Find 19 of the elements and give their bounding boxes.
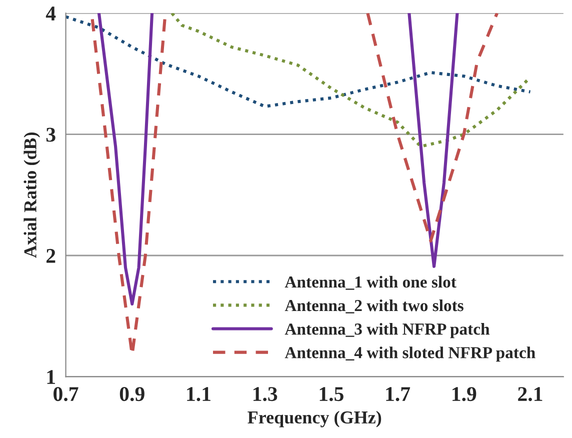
x-tick-label: 2.1 [518,387,542,402]
x-tick-label: 1.1 [187,387,210,402]
y-tick-label: 4 [46,6,56,20]
y-tick-label: 3 [46,128,56,142]
legend-label: Antenna_3 with NFRP patch [284,323,490,338]
x-tick-label: 1.9 [452,387,476,402]
x-axis-title: Frequency (GHz) [248,410,382,428]
x-tick-label: 1.5 [320,387,344,402]
legend-label: Antenna_1 with one slot [284,276,456,290]
y-tick-label: 2 [46,248,56,263]
line-series [66,15,532,108]
y-tick-label: 1 [47,370,55,384]
x-tick-label: 0.9 [120,387,144,402]
legend-label: Antenna_4 with sloted NFRP patch [284,346,536,362]
legend-label: Antenna_2 with two slots [284,299,464,314]
x-tick-label: 1.7 [386,387,410,402]
x-tick-label: 1.3 [253,387,278,402]
x-tick-label: 0.7 [54,387,78,402]
y-axis-title: Axial Ratio (dB) [24,132,40,258]
